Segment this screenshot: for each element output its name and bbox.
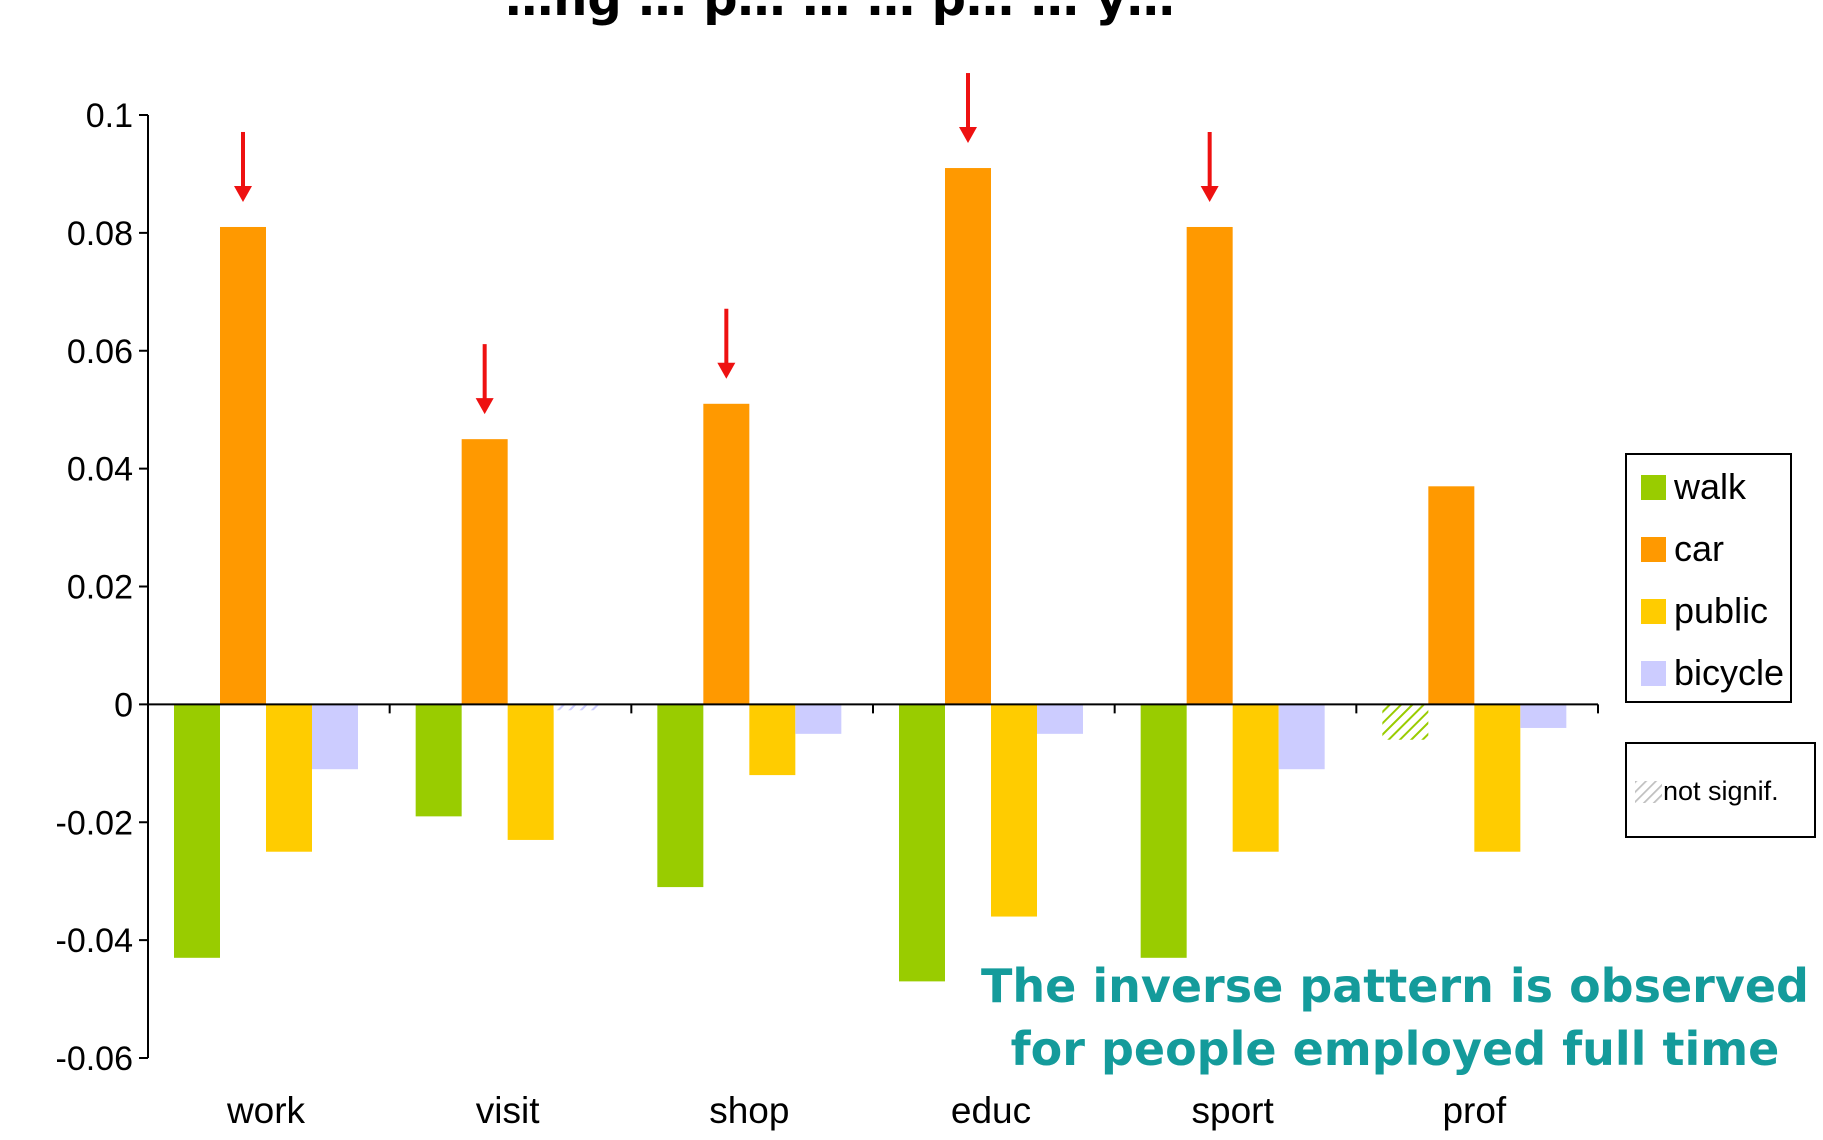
annotation-text: The inverse pattern is observed for peop…	[960, 955, 1823, 1081]
annotation-line-2: for people employed full time	[1010, 1022, 1780, 1076]
legend-label-bicycle: bicycle	[1674, 652, 1785, 693]
bar-bicycle-shop	[795, 704, 842, 734]
bar-public-visit	[507, 704, 554, 840]
bar-car-visit	[461, 439, 508, 705]
arrow-head-visit	[475, 398, 494, 415]
bar-bicycle-visit	[553, 704, 600, 711]
y-tick-label: 0.08	[67, 215, 133, 253]
arrow-head-educ	[959, 127, 977, 144]
arrow-head-shop	[717, 362, 736, 379]
bar-car-work	[220, 226, 266, 705]
bar-car-shop	[703, 403, 750, 705]
legend-swatch-bicycle	[1641, 660, 1666, 686]
significance-legend: not signif.	[1625, 742, 1816, 838]
bar-public-educ	[991, 704, 1037, 917]
bar-public-shop	[749, 704, 796, 776]
axes-layer: 0.1 0.08 0.06 0.04 0.02 0 -0.02 -0.04 -0.06 work v…	[56, 97, 1599, 1131]
legend-swatch-walk	[1641, 474, 1666, 500]
category-label-visit: visit	[476, 1090, 540, 1131]
y-tick-label: 0.06	[67, 333, 133, 371]
legend-swatch-public	[1641, 598, 1666, 624]
legend-item-walk: walk	[1641, 466, 1747, 507]
bar-bicycle-sport	[1278, 704, 1325, 770]
arrow-head-sport	[1200, 185, 1219, 202]
legend-label-public: public	[1674, 590, 1769, 631]
y-tick-label: -0.02	[56, 804, 134, 842]
legend-label-walk: walk	[1674, 466, 1747, 507]
bar-public-sport	[1232, 704, 1279, 852]
bar-public-work	[266, 704, 312, 852]
chart-title: …ng … p… … … p… … y…	[505, 0, 1175, 27]
bar-walk-prof	[1382, 704, 1429, 740]
arrows-layer	[234, 73, 1219, 415]
y-tick-label: -0.06	[56, 1040, 134, 1078]
category-label-educ: educ	[951, 1090, 1031, 1131]
arrow-head-work	[234, 185, 252, 202]
category-label-prof: prof	[1442, 1090, 1506, 1131]
bar-bicycle-educ	[1037, 704, 1083, 734]
bar-walk-educ	[899, 704, 945, 982]
y-tick-label: 0.02	[67, 569, 133, 607]
category-label-sport: sport	[1192, 1090, 1275, 1131]
legend-label-car: car	[1674, 528, 1725, 569]
bar-bicycle-prof	[1520, 704, 1567, 728]
annotation-line-1: The inverse pattern is observed	[981, 959, 1809, 1013]
bar-car-prof	[1428, 486, 1475, 705]
bar-public-prof	[1474, 704, 1521, 852]
bar-bicycle-work	[312, 704, 358, 770]
legend-swatch-car	[1641, 536, 1666, 562]
bars-layer	[174, 168, 1567, 982]
not-signif-swatch	[1635, 781, 1662, 803]
bar-walk-visit	[415, 704, 462, 817]
legend: walk car public bicycle	[1625, 453, 1792, 703]
bar-car-sport	[1186, 226, 1233, 705]
bar-walk-shop	[657, 704, 704, 888]
y-tick-label: -0.04	[56, 922, 134, 960]
y-tick-label: 0.04	[67, 451, 133, 489]
y-tick-label: 0	[114, 686, 133, 724]
y-tick-label: 0.1	[86, 97, 133, 135]
bar-car-educ	[945, 168, 991, 705]
legend-item-car: car	[1641, 528, 1725, 569]
category-label-work: work	[226, 1090, 306, 1131]
not-signif-label: not signif.	[1663, 776, 1779, 806]
legend-item-bicycle: bicycle	[1641, 652, 1785, 693]
legend-item-public: public	[1641, 590, 1769, 631]
bar-walk-sport	[1140, 704, 1187, 958]
category-label-shop: shop	[709, 1090, 789, 1131]
bar-walk-work	[174, 704, 220, 958]
